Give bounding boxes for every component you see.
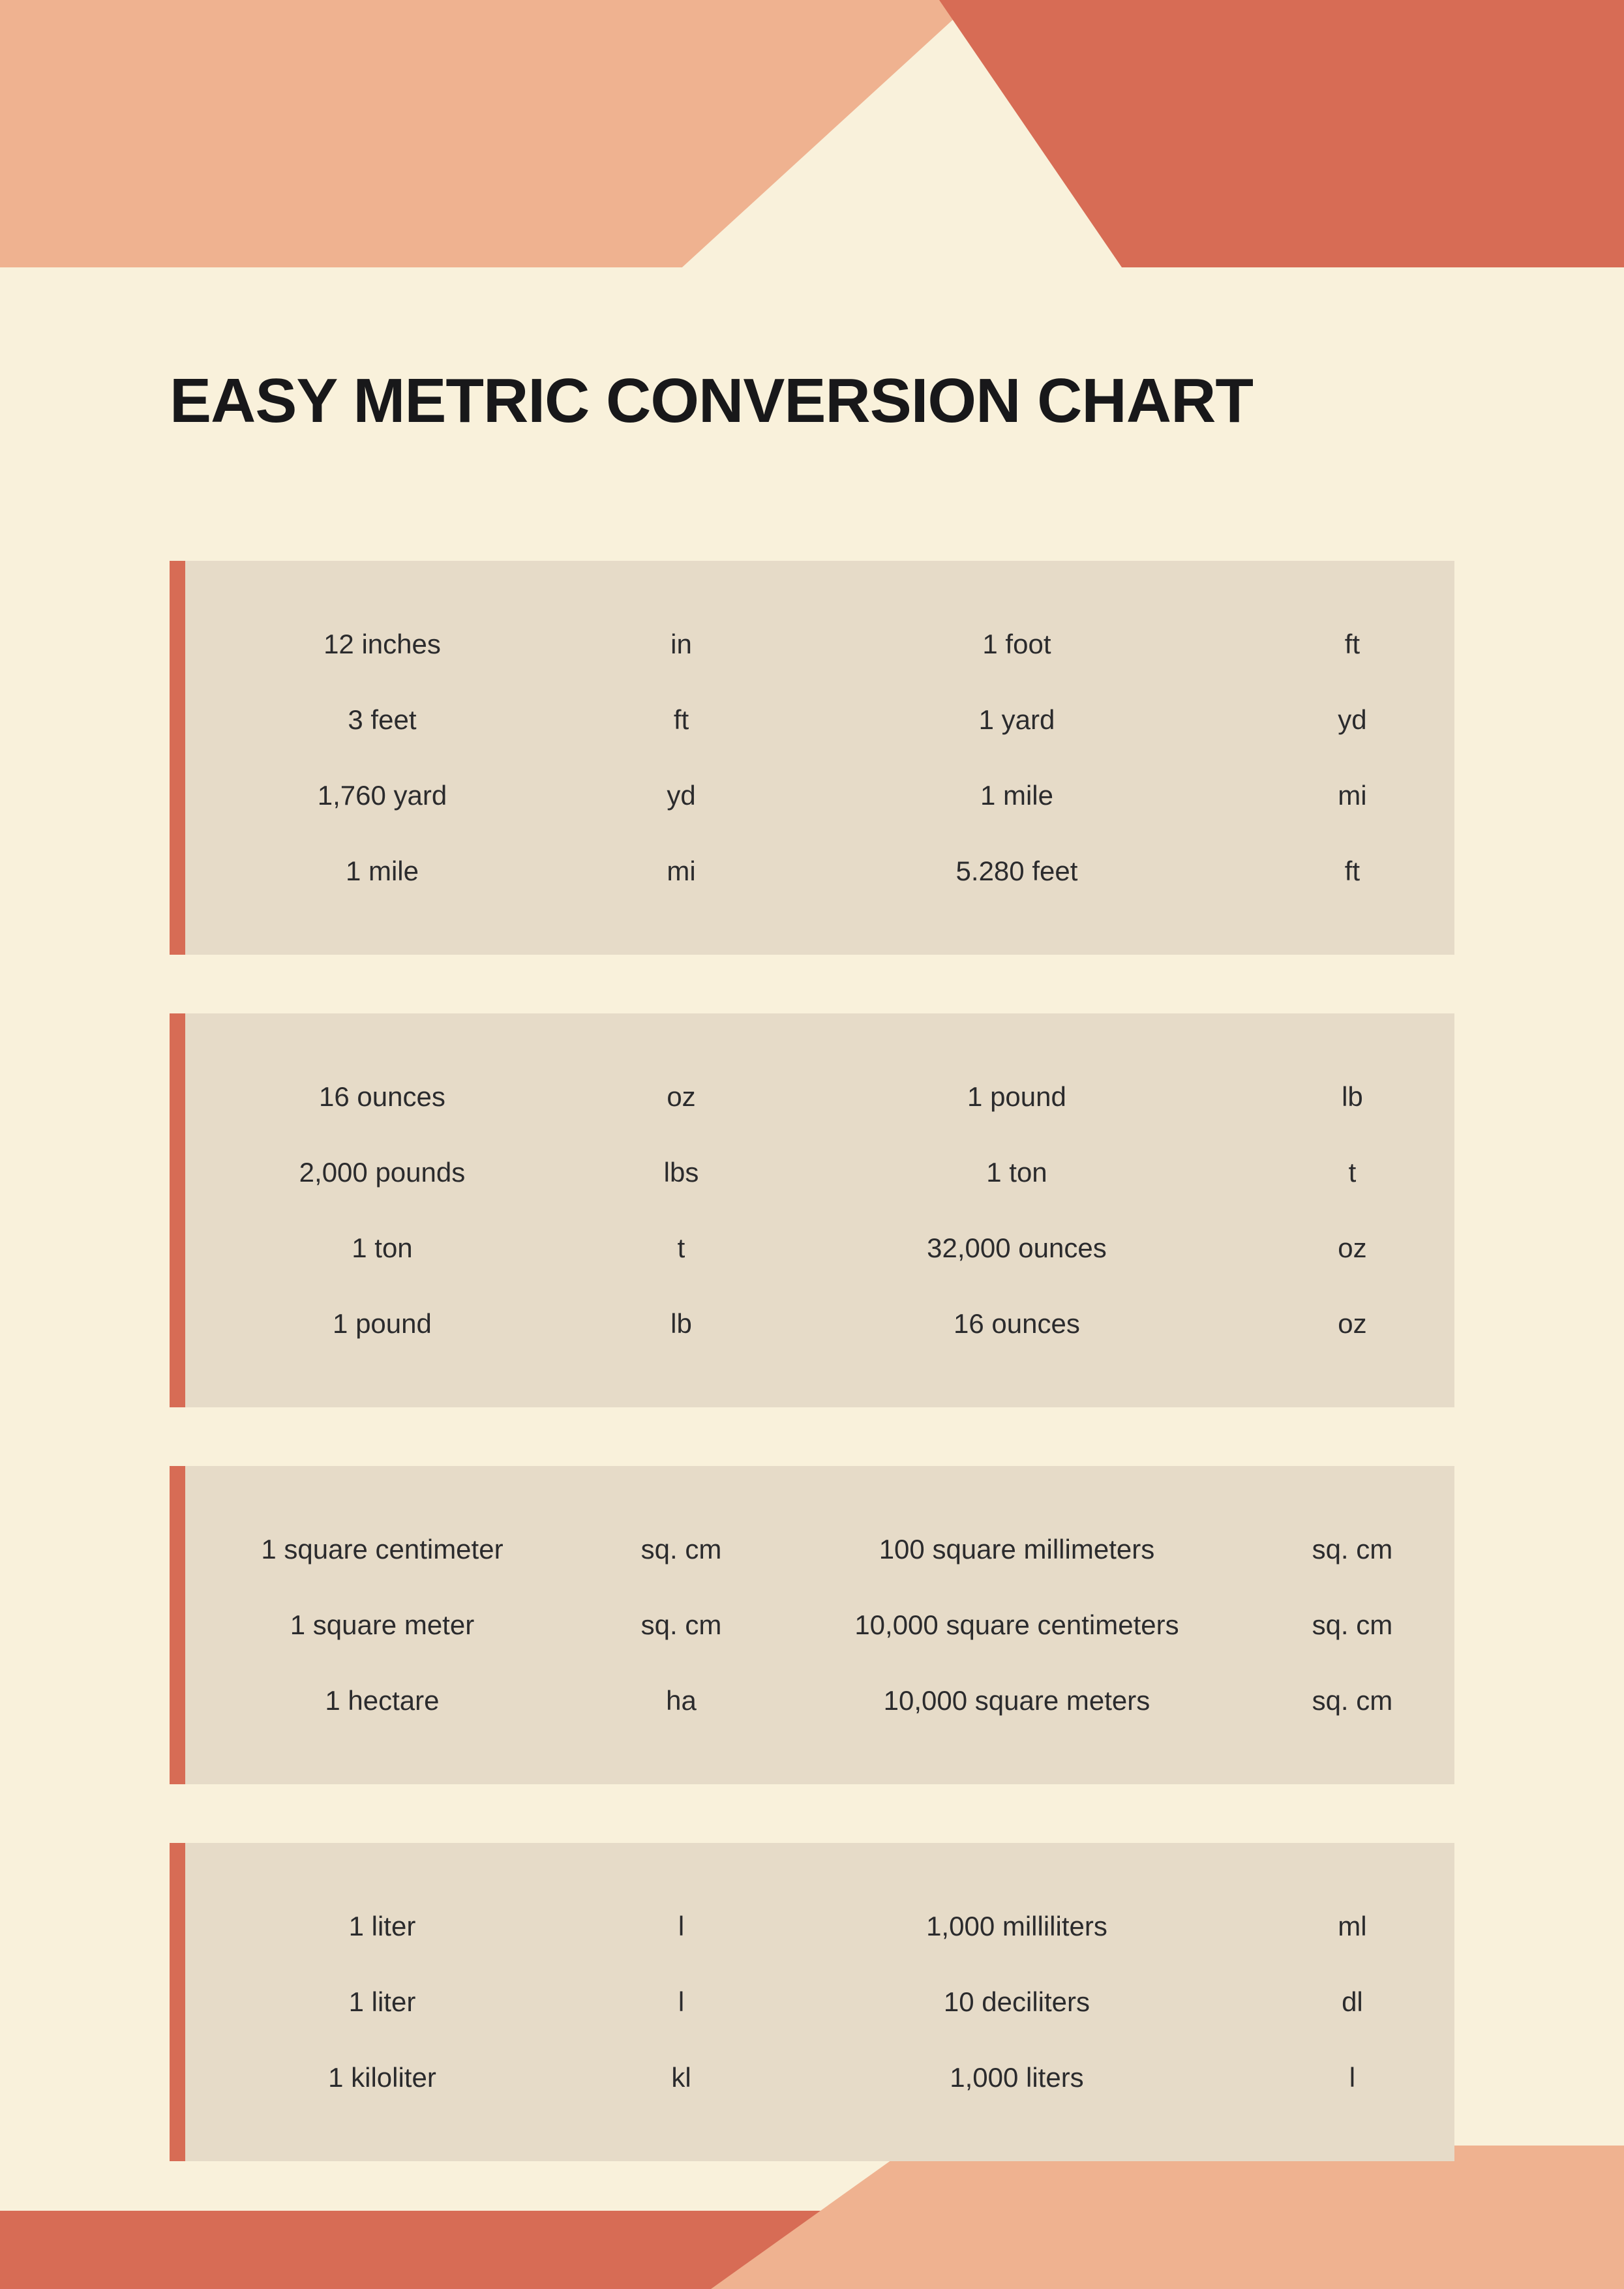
conversion-row: 1 kiloliterkl1,000 litersl [185, 2040, 1454, 2116]
left-abbr: in [579, 629, 783, 660]
left-value: 2,000 pounds [185, 1157, 579, 1188]
left-value: 1,760 yard [185, 780, 579, 811]
left-abbr: l [579, 1911, 783, 1942]
right-value: 1,000 liters [783, 2062, 1250, 2093]
left-abbr: t [579, 1233, 783, 1264]
right-abbr: yd [1250, 704, 1454, 736]
left-abbr: mi [579, 856, 783, 887]
left-abbr: oz [579, 1081, 783, 1113]
right-value: 1 ton [783, 1157, 1250, 1188]
left-value: 1 square meter [185, 1609, 579, 1641]
left-value: 1 pound [185, 1308, 579, 1339]
left-value: 1 hectare [185, 1685, 579, 1716]
right-value: 10,000 square centimeters [783, 1609, 1250, 1641]
right-value: 1 mile [783, 780, 1250, 811]
conversion-panel: 16 ouncesoz1 poundlb2,000 poundslbs1 ton… [170, 1013, 1454, 1407]
conversion-row: 1 square metersq. cm10,000 square centim… [185, 1587, 1454, 1663]
conversion-panels: 12 inchesin1 footft3 feetft1 yardyd1,760… [170, 561, 1454, 2161]
right-abbr: oz [1250, 1308, 1454, 1339]
right-value: 1 pound [783, 1081, 1250, 1113]
left-value: 1 liter [185, 1911, 579, 1942]
content-area: EASY METRIC CONVERSION CHART 12 inchesin… [170, 365, 1454, 2220]
conversion-panel: 1 literl1,000 millilitersml1 literl10 de… [170, 1843, 1454, 2161]
conversion-row: 1 poundlb16 ouncesoz [185, 1286, 1454, 1362]
conversion-row: 1 tont32,000 ouncesoz [185, 1210, 1454, 1286]
right-value: 10 deciliters [783, 1986, 1250, 2018]
right-value: 16 ounces [783, 1308, 1250, 1339]
conversion-row: 2,000 poundslbs1 tont [185, 1135, 1454, 1210]
left-abbr: kl [579, 2062, 783, 2093]
right-abbr: ml [1250, 1911, 1454, 1942]
right-value: 100 square millimeters [783, 1534, 1250, 1565]
left-value: 1 kiloliter [185, 2062, 579, 2093]
right-abbr: l [1250, 2062, 1454, 2093]
right-abbr: ft [1250, 856, 1454, 887]
left-value: 1 square centimeter [185, 1534, 579, 1565]
conversion-row: 1 milemi5.280 feetft [185, 833, 1454, 909]
right-abbr: mi [1250, 780, 1454, 811]
right-abbr: dl [1250, 1986, 1454, 2018]
left-abbr: yd [579, 780, 783, 811]
left-abbr: l [579, 1986, 783, 2018]
right-abbr: sq. cm [1250, 1534, 1454, 1565]
left-value: 1 ton [185, 1233, 579, 1264]
left-abbr: sq. cm [579, 1609, 783, 1641]
left-value: 1 liter [185, 1986, 579, 2018]
right-value: 5.280 feet [783, 856, 1250, 887]
right-abbr: t [1250, 1157, 1454, 1188]
right-abbr: sq. cm [1250, 1609, 1454, 1641]
left-abbr: sq. cm [579, 1534, 783, 1565]
conversion-row: 1,760 yardyd1 milemi [185, 758, 1454, 833]
right-abbr: ft [1250, 629, 1454, 660]
conversion-row: 1 hectareha10,000 square meterssq. cm [185, 1663, 1454, 1739]
left-abbr: lb [579, 1308, 783, 1339]
right-value: 1 yard [783, 704, 1250, 736]
conversion-row: 1 square centimetersq. cm100 square mill… [185, 1512, 1454, 1587]
left-value: 12 inches [185, 629, 579, 660]
conversion-row: 16 ouncesoz1 poundlb [185, 1059, 1454, 1135]
right-abbr: sq. cm [1250, 1685, 1454, 1716]
right-value: 10,000 square meters [783, 1685, 1250, 1716]
conversion-row: 1 literl10 decilitersdl [185, 1964, 1454, 2040]
page-title: EASY METRIC CONVERSION CHART [170, 365, 1454, 437]
left-value: 3 feet [185, 704, 579, 736]
left-value: 16 ounces [185, 1081, 579, 1113]
conversion-row: 1 literl1,000 millilitersml [185, 1889, 1454, 1964]
conversion-panel: 12 inchesin1 footft3 feetft1 yardyd1,760… [170, 561, 1454, 955]
left-value: 1 mile [185, 856, 579, 887]
conversion-panel: 1 square centimetersq. cm100 square mill… [170, 1466, 1454, 1784]
right-value: 32,000 ounces [783, 1233, 1250, 1264]
right-abbr: lb [1250, 1081, 1454, 1113]
right-value: 1 foot [783, 629, 1250, 660]
conversion-row: 3 feetft1 yardyd [185, 682, 1454, 758]
left-abbr: ha [579, 1685, 783, 1716]
left-abbr: lbs [579, 1157, 783, 1188]
conversion-row: 12 inchesin1 footft [185, 606, 1454, 682]
right-abbr: oz [1250, 1233, 1454, 1264]
left-abbr: ft [579, 704, 783, 736]
right-value: 1,000 milliliters [783, 1911, 1250, 1942]
